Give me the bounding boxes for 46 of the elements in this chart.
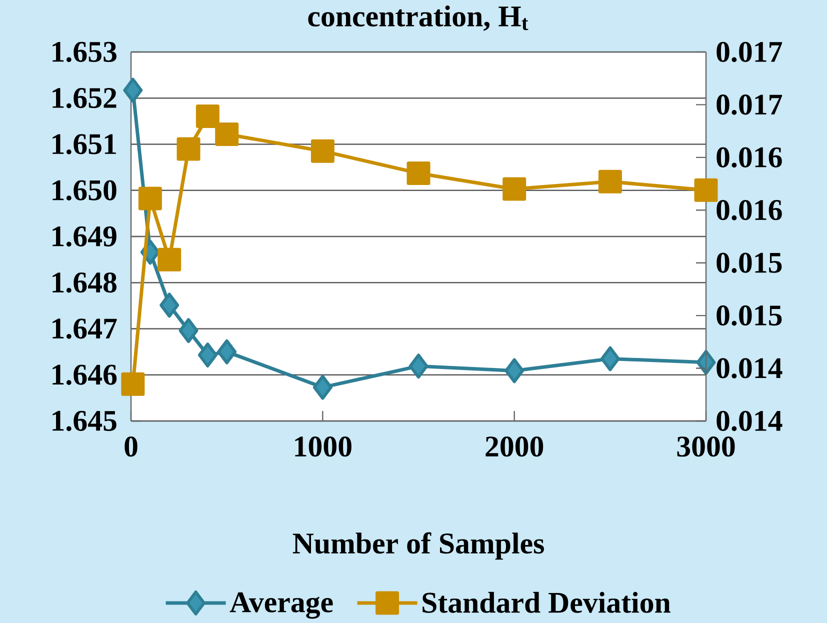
point [217,339,237,364]
point [310,139,334,163]
point [176,137,200,161]
point [158,248,182,272]
y-tick-label: 1.653 [52,42,116,62]
y-tick-label: 1.646 [52,364,117,385]
point [502,177,526,201]
point [160,292,180,318]
point [504,358,524,384]
y-tick-label: 1.648 [52,272,116,293]
x-tick-label: 0 [124,436,138,457]
y-tick-label: 1.649 [52,226,116,247]
point [694,178,718,202]
y-tick-label: 1.645 [52,410,116,432]
y-tick-label: 1.652 [52,88,116,108]
x-tick-label: 2000 [486,436,544,457]
x-axis-title: Number of Samples [292,532,544,560]
y-tick-label: 1.647 [52,318,117,339]
y2-tick-label: 0.017 [716,94,782,115]
point [138,186,162,210]
point [196,104,220,128]
legend-label: Average [230,592,333,619]
y2-tick-label: 0.017 [716,42,782,62]
point [215,122,239,146]
y2-tick-label: 0.016 [716,147,782,168]
y2-tick-label: 0.015 [716,305,782,326]
point [408,354,428,379]
point [123,78,143,103]
point [121,372,145,396]
y-tick-label: 1.650 [52,180,116,201]
point [178,318,198,344]
x-tick-label: 1000 [295,436,352,457]
point [406,161,430,185]
chart-title: concentration, H$_{t}$ [308,6,528,31]
point [600,346,620,372]
y2-tick-label: 0.014 [716,410,782,432]
x-tick-label: 3000 [677,436,735,457]
y2-tick-label: 0.014 [716,358,782,378]
point [198,342,218,368]
point [312,374,332,400]
legend-label: Standard Deviation [422,592,670,613]
y2-tick-label: 0.015 [716,252,782,273]
point [598,170,622,194]
y2-tick-label: 0.016 [716,200,782,220]
y-tick-label: 1.651 [52,134,116,154]
point [696,350,716,375]
